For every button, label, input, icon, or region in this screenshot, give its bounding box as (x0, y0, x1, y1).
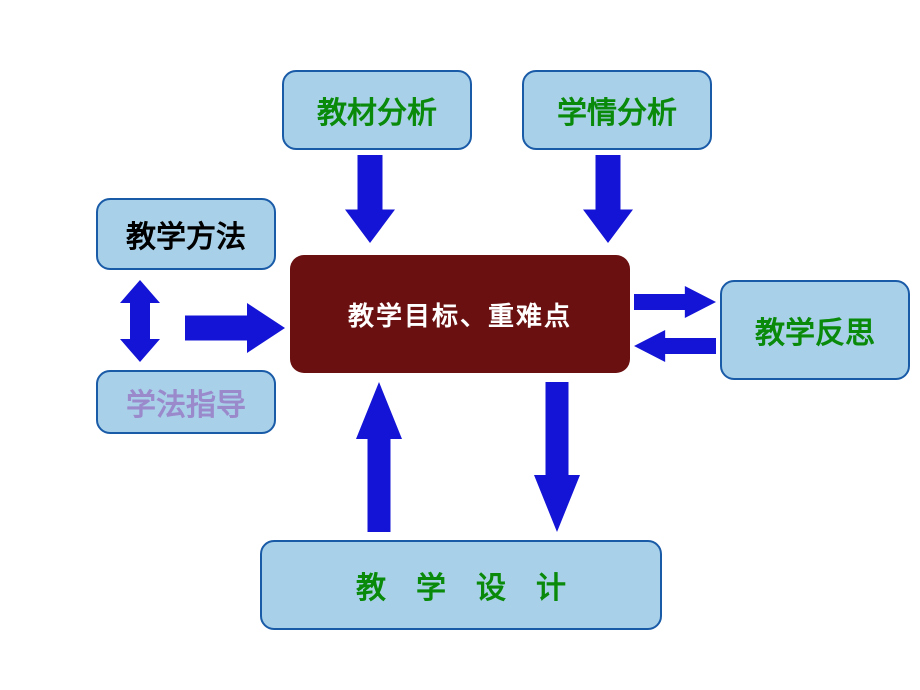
node-label: 学法指导 (126, 380, 246, 424)
node-label: 教学反思 (755, 308, 875, 352)
node-center-objectives: 教学目标、重难点 (290, 255, 630, 373)
arrow-right-to-center-bottom (634, 330, 716, 362)
arrow-center-to-bottom (534, 382, 580, 532)
arrow-center-to-right-top (634, 286, 716, 318)
node-learning-guidance: 学法指导 (96, 370, 276, 434)
arrow-left-to-center (185, 303, 285, 353)
node-teaching-method: 教学方法 (96, 198, 276, 270)
arrow-bottom-to-center (356, 382, 402, 532)
node-teaching-reflection: 教学反思 (720, 280, 910, 380)
node-label: 教 学 设 计 (356, 563, 566, 607)
node-textbook-analysis: 教材分析 (282, 70, 472, 150)
arrow-from-top-left (345, 155, 395, 243)
node-label: 教材分析 (317, 88, 437, 132)
arrow-left-vertical-double (120, 280, 160, 362)
node-label: 教学方法 (126, 212, 246, 256)
node-label: 学情分析 (557, 88, 677, 132)
arrow-from-top-right (583, 155, 633, 243)
node-student-analysis: 学情分析 (522, 70, 712, 150)
node-label: 教学目标、重难点 (348, 296, 572, 333)
node-teaching-design: 教 学 设 计 (260, 540, 662, 630)
